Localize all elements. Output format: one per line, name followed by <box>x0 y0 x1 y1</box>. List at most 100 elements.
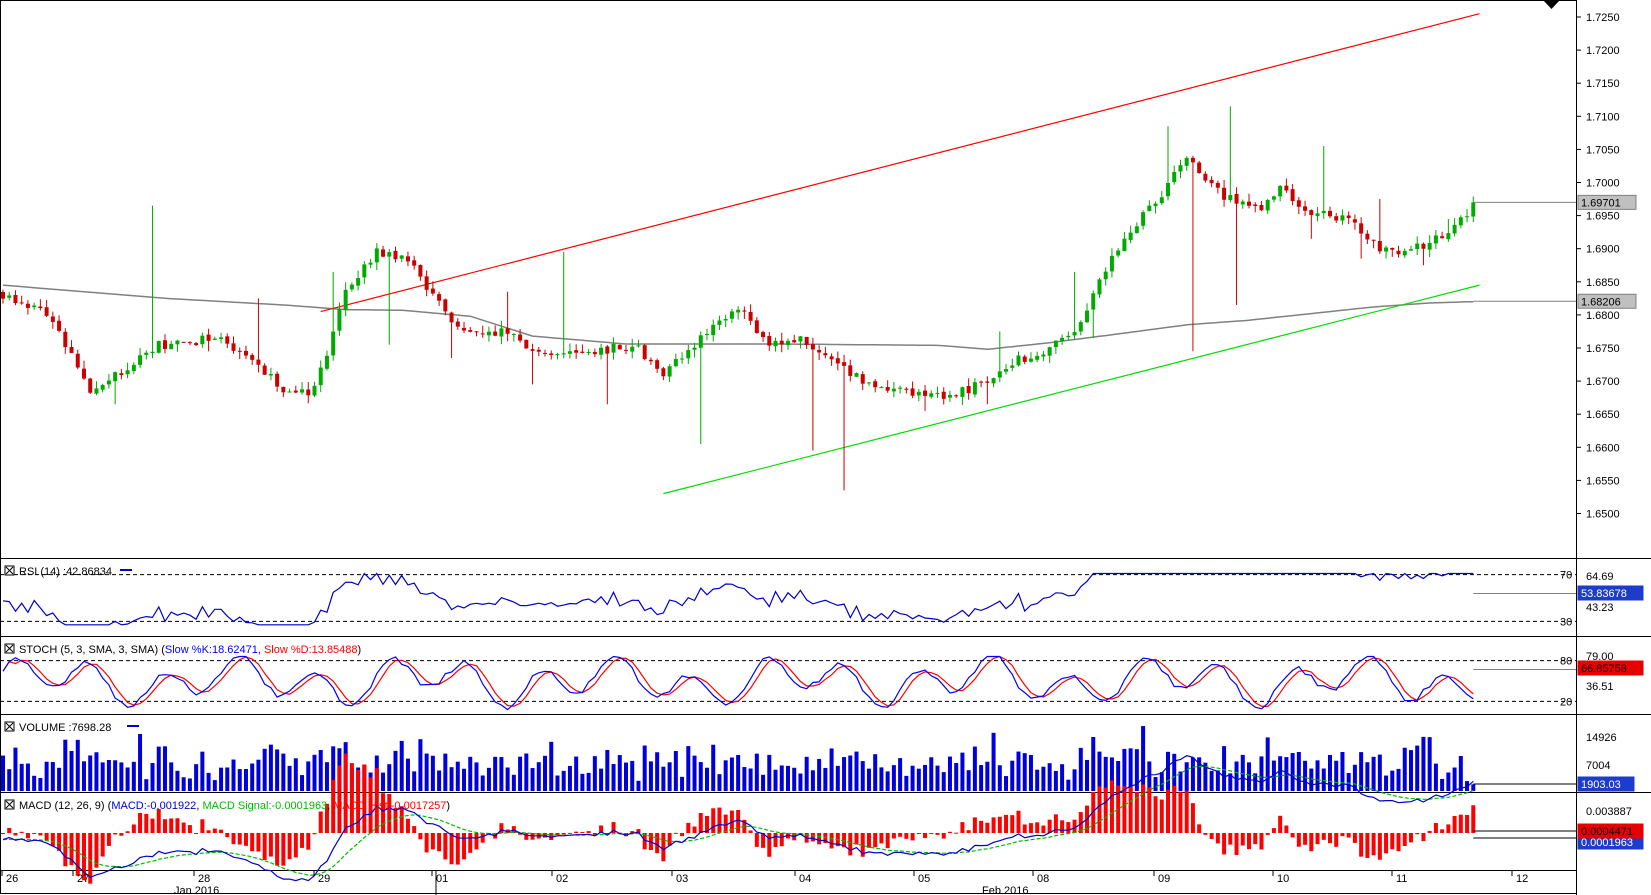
candle-body <box>1097 279 1102 295</box>
macd-hist-bar <box>567 832 572 834</box>
macd-hist-bar <box>866 833 871 848</box>
volume-bar <box>1359 752 1364 791</box>
volume-bar <box>860 761 865 791</box>
macd-hist-bar <box>954 832 959 834</box>
macd-hist-bar <box>754 833 759 847</box>
macd-hist-bar <box>1259 833 1264 850</box>
candle-body <box>1128 232 1133 240</box>
candle-body <box>835 358 840 364</box>
volume-bar <box>399 740 404 791</box>
volume-bar <box>879 767 884 791</box>
rsi-panel[interactable]: 70 64.69 53.83678 43.23 30 RSI (14) :42.8683… <box>0 565 1644 628</box>
macd-max-label: 0.003887 <box>1586 806 1632 818</box>
time-tick-label: 27 <box>77 873 89 885</box>
candle-body <box>605 346 610 354</box>
macd-hist-bar <box>1190 803 1195 833</box>
shift-marker-icon[interactable] <box>1543 0 1560 9</box>
macd-hist-bar <box>50 833 55 847</box>
candle-body <box>181 341 186 343</box>
volume-bar <box>1384 775 1389 791</box>
volume-bar <box>580 773 585 791</box>
volume-bar <box>162 746 167 791</box>
stoch-level-20: 20 <box>1560 696 1572 708</box>
volume-bar <box>972 746 977 791</box>
price-tick-label: 1.6650 <box>1586 409 1620 421</box>
volume-bar <box>673 751 678 791</box>
candle-body <box>704 333 709 335</box>
candle-body <box>38 306 43 309</box>
candle-body <box>505 328 510 334</box>
volume-bar <box>611 763 616 791</box>
macd-hist-bar <box>1284 825 1289 833</box>
candle-body <box>1390 247 1395 250</box>
volume-bar <box>885 771 890 791</box>
rsi-line <box>2 572 1474 626</box>
macd-hist-bar <box>1228 833 1233 845</box>
candle-body <box>169 343 174 350</box>
macd-hist-bar <box>767 833 772 857</box>
macd-hist-bar <box>449 833 454 865</box>
volume-bar <box>468 756 473 791</box>
candle-body <box>842 362 847 366</box>
ma-value-tag-bg <box>1577 293 1637 309</box>
macd-hist-bar <box>1078 812 1083 833</box>
macd-hist-bar <box>1390 833 1395 850</box>
volume-bar <box>1427 737 1432 791</box>
volume-bar <box>511 774 516 791</box>
time-tick-label: 01 <box>436 873 448 885</box>
macd-hist-bar <box>1159 799 1164 833</box>
volume-bar <box>156 746 161 791</box>
candle-body <box>1166 182 1171 197</box>
volume-bar <box>231 759 236 791</box>
candle-body <box>19 302 24 304</box>
candle-body <box>412 260 417 266</box>
candle-body <box>1147 205 1152 212</box>
macd-hist-bar <box>1047 819 1052 833</box>
volume-bar <box>1240 754 1245 791</box>
candle-body <box>1 292 5 299</box>
macd-hist-bar <box>960 822 965 833</box>
volume-bar <box>1228 773 1233 791</box>
volume-bar <box>7 769 12 791</box>
macd-hist-bar <box>1384 833 1389 854</box>
price-panel[interactable]: 1.7250 1.7200 1.7150 1.7100 1.7050 1.7000 1.69… <box>1 0 1637 521</box>
macd-hist-bar <box>941 833 946 839</box>
candle-body <box>866 382 871 384</box>
volume-bar <box>817 758 822 791</box>
volume-bar <box>1128 748 1133 791</box>
macd-hist-bar <box>592 833 597 836</box>
volume-panel[interactable]: 14926 7004 1903.03 VOLUME :7698.28 <box>1 721 1635 792</box>
candle-body <box>219 337 224 339</box>
volume-bar <box>486 767 491 791</box>
volume-bar <box>543 755 548 791</box>
channel-upper-line <box>320 13 1480 313</box>
volume-bar <box>138 733 143 791</box>
candlesticks[interactable] <box>1 106 1476 491</box>
candle-body <box>25 303 30 308</box>
volume-bar <box>275 749 280 791</box>
volume-bar <box>206 772 211 791</box>
macd-hist-bar <box>1309 833 1314 852</box>
candle-body <box>904 388 909 390</box>
volume-bar <box>1066 779 1071 791</box>
macd-hist-bar <box>412 826 417 833</box>
candle-body <box>1153 203 1158 207</box>
volume-bar <box>430 755 435 791</box>
volume-bar <box>985 761 990 791</box>
volume-label-text: VOLUME :7698.28 <box>19 722 111 734</box>
macd-line <box>2 755 1474 882</box>
volume-bar <box>1109 757 1114 791</box>
candle-body <box>275 373 280 387</box>
macd-hist-bar <box>686 822 691 833</box>
last-price-tag-bg <box>1577 194 1637 210</box>
candle-body <box>268 374 273 376</box>
macd-hist-bar <box>281 833 286 866</box>
candle-body <box>1303 206 1308 211</box>
volume-bar <box>1340 752 1345 791</box>
candle-body <box>306 389 311 396</box>
volume-bar <box>916 768 921 791</box>
